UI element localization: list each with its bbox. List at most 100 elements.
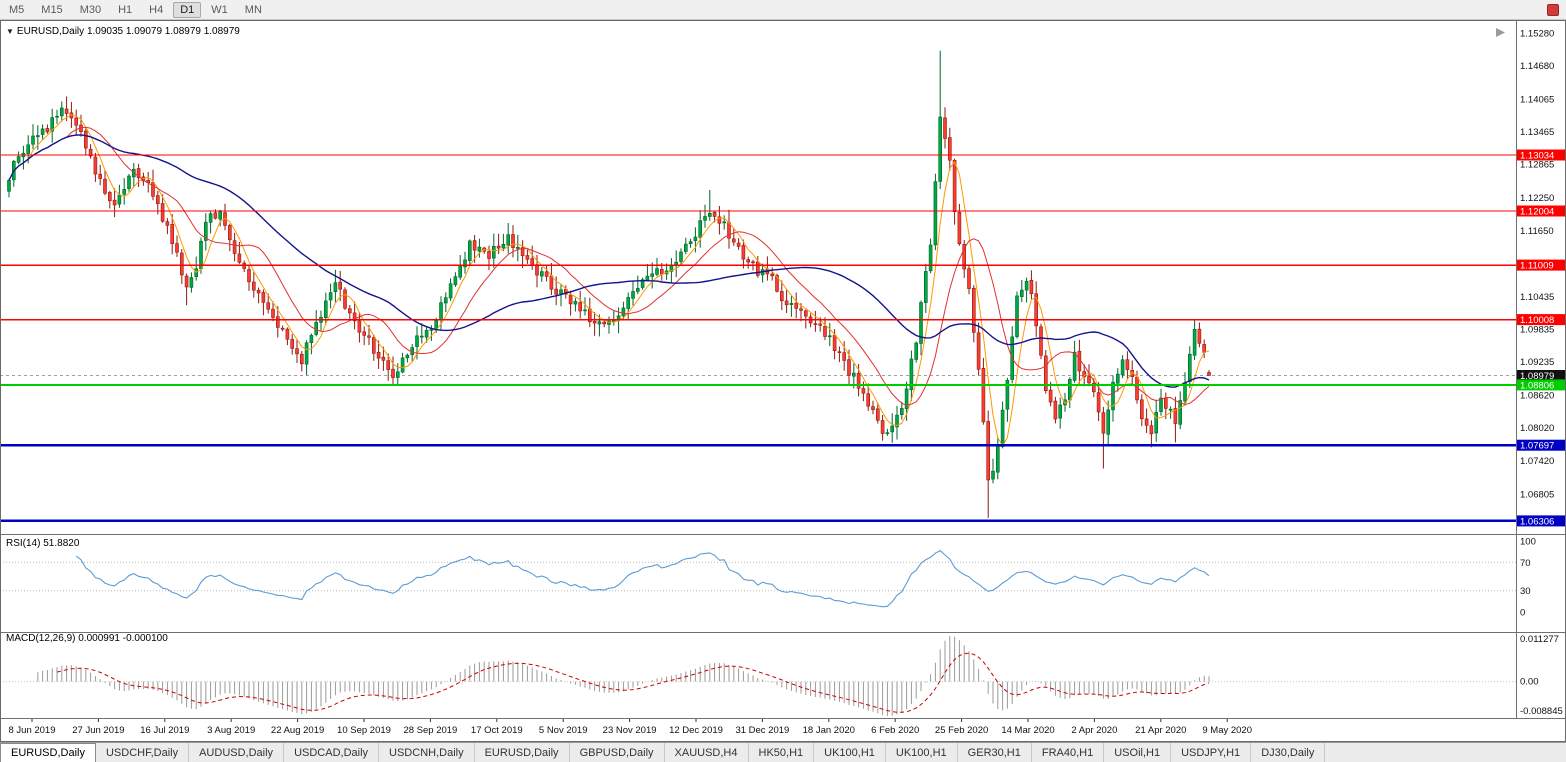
rsi-pane xyxy=(0,549,1516,608)
macd-axis: 0.011277 0.00 -0.008845 xyxy=(1520,634,1563,717)
svg-text:1.10435: 1.10435 xyxy=(1520,292,1554,303)
timeframe-toolbar: M5 M15 M30 H1 H4 D1 W1 MN xyxy=(0,0,1566,20)
svg-text:1.13034: 1.13034 xyxy=(1520,151,1554,162)
svg-text:30: 30 xyxy=(1520,586,1531,597)
price-chart-surface[interactable]: 0.011277 0.00 -0.008845 1.15280 1.14680 1.140… xyxy=(0,20,1566,742)
timeframe-h4[interactable]: H4 xyxy=(149,3,164,16)
svg-text:1.15280: 1.15280 xyxy=(1520,28,1554,39)
svg-text:21 Apr 2020: 21 Apr 2020 xyxy=(1135,725,1186,736)
rsi-name: RSI(14) xyxy=(6,538,41,549)
rsi-current-value: 51.8820 xyxy=(43,538,80,549)
chart-tab-usoil-h1[interactable]: USOil,H1 xyxy=(1104,743,1172,762)
svg-text:23 Nov 2019: 23 Nov 2019 xyxy=(603,725,657,736)
chart-tab-usdchf-daily[interactable]: USDCHF,Daily xyxy=(95,743,190,762)
svg-text:17 Oct 2019: 17 Oct 2019 xyxy=(471,725,523,736)
chart-tab-fra40-h1[interactable]: FRA40,H1 xyxy=(1031,743,1105,762)
time-axis: 8 Jun 2019 27 Jun 2019 16 Jul 2019 3 Aug 20… xyxy=(8,719,1252,736)
svg-text:1.06306: 1.06306 xyxy=(1520,516,1554,527)
svg-text:1.13465: 1.13465 xyxy=(1520,127,1554,138)
timeframe-m30[interactable]: M30 xyxy=(79,3,102,16)
svg-text:1.14065: 1.14065 xyxy=(1520,95,1554,106)
chart-tab-gbpusd-daily[interactable]: GBPUSD,Daily xyxy=(569,743,665,762)
macd-indicator-label: MACD(12,26,9) 0.000991 -0.000100 xyxy=(6,633,168,644)
svg-text:1.07697: 1.07697 xyxy=(1520,441,1554,452)
svg-text:27 Jun 2019: 27 Jun 2019 xyxy=(72,725,124,736)
chart-tab-audusd-daily[interactable]: AUDUSD,Daily xyxy=(189,743,285,762)
toolbar-corner-icon[interactable] xyxy=(1547,4,1559,16)
chart-tab-eurusd-daily[interactable]: EURUSD,Daily xyxy=(0,743,96,762)
chart-ohlc-values: 1.09035 1.09079 1.08979 1.08979 xyxy=(86,26,240,37)
candles-layer xyxy=(7,50,1211,518)
rsi-axis: 100 70 30 0 xyxy=(1520,537,1536,619)
svg-text:1.10008: 1.10008 xyxy=(1520,315,1554,326)
timeframe-m5[interactable]: M5 xyxy=(9,3,25,16)
svg-text:1.08020: 1.08020 xyxy=(1520,423,1554,434)
chart-symbol-header: ▼ EURUSD,Daily 1.09035 1.09079 1.08979 1.… xyxy=(6,26,240,37)
svg-text:1.12004: 1.12004 xyxy=(1520,207,1554,218)
chart-tab-usdcad-daily[interactable]: USDCAD,Daily xyxy=(284,743,380,762)
chart-tab-xauusd-h4[interactable]: XAUUSD,H4 xyxy=(664,743,749,762)
chart-tab-bar: EURUSD,Daily USDCHF,Daily AUDUSD,Daily USDC… xyxy=(0,742,1566,762)
price-axis: 1.15280 1.14680 1.14065 1.13465 1.12865 1.122… xyxy=(1517,28,1565,527)
svg-text:22 Aug 2019: 22 Aug 2019 xyxy=(271,725,324,736)
svg-text:6 Feb 2020: 6 Feb 2020 xyxy=(871,725,919,736)
macd-current-values: 0.000991 -0.000100 xyxy=(78,633,168,644)
svg-text:12 Dec 2019: 12 Dec 2019 xyxy=(669,725,723,736)
chart-tab-usdcnh-daily[interactable]: USDCNH,Daily xyxy=(379,743,475,762)
svg-text:-0.008845: -0.008845 xyxy=(1520,706,1563,717)
timeframe-d1[interactable]: D1 xyxy=(173,1,202,18)
level-lines xyxy=(0,154,1516,523)
moving-average-lines xyxy=(8,114,1210,447)
chart-tab-eurusd-daily[interactable]: EURUSD,Daily xyxy=(474,743,570,762)
svg-text:0.00: 0.00 xyxy=(1520,677,1539,688)
chart-tab-usdjpy-h1[interactable]: USDJPY,H1 xyxy=(1171,743,1252,762)
chart-tab-dj30-daily[interactable]: DJ30,Daily xyxy=(1251,743,1326,762)
svg-text:25 Feb 2020: 25 Feb 2020 xyxy=(935,725,988,736)
svg-text:0.011277: 0.011277 xyxy=(1520,634,1559,645)
chart-dropdown-icon[interactable]: ▼ xyxy=(6,27,14,36)
chart-tab-uk100-h1[interactable]: UK100,H1 xyxy=(814,743,886,762)
svg-text:1.08806: 1.08806 xyxy=(1520,380,1554,391)
svg-text:1.11009: 1.11009 xyxy=(1520,261,1554,272)
timeframe-m15[interactable]: M15 xyxy=(41,3,63,16)
svg-text:14 Mar 2020: 14 Mar 2020 xyxy=(1001,725,1054,736)
svg-text:1.09235: 1.09235 xyxy=(1520,357,1554,368)
svg-text:1.06805: 1.06805 xyxy=(1520,489,1554,500)
svg-text:16 Jul 2019: 16 Jul 2019 xyxy=(140,725,189,736)
chart-tab-uk100-h1[interactable]: UK100,H1 xyxy=(885,743,958,762)
chart-window: 0.011277 0.00 -0.008845 1.15280 1.14680 1.140… xyxy=(0,20,1566,742)
svg-text:1.07420: 1.07420 xyxy=(1520,456,1554,467)
timeframe-h1[interactable]: H1 xyxy=(118,3,133,16)
macd-name: MACD(12,26,9) xyxy=(6,633,76,644)
svg-text:9 May 2020: 9 May 2020 xyxy=(1202,725,1252,736)
chart-symbol-label: EURUSD,Daily xyxy=(16,26,85,37)
rsi-indicator-label: RSI(14) 51.8820 xyxy=(6,538,79,549)
svg-text:70: 70 xyxy=(1520,558,1531,569)
svg-text:1.14680: 1.14680 xyxy=(1520,61,1554,72)
timeframe-button-group: M5 M15 M30 H1 H4 D1 W1 MN xyxy=(2,1,269,18)
svg-text:1.08979: 1.08979 xyxy=(1520,371,1554,382)
svg-text:1.09835: 1.09835 xyxy=(1520,325,1554,336)
chart-tab-ger30-h1[interactable]: GER30,H1 xyxy=(957,743,1032,762)
pane-separators xyxy=(0,20,1566,742)
chart-shift-marker xyxy=(1496,28,1505,37)
svg-text:28 Sep 2019: 28 Sep 2019 xyxy=(403,725,457,736)
svg-text:100: 100 xyxy=(1520,537,1536,548)
svg-text:1.12250: 1.12250 xyxy=(1520,193,1554,204)
svg-text:1.08620: 1.08620 xyxy=(1520,391,1554,402)
timeframe-w1[interactable]: W1 xyxy=(211,3,228,16)
svg-text:2 Apr 2020: 2 Apr 2020 xyxy=(1071,725,1117,736)
svg-text:10 Sep 2019: 10 Sep 2019 xyxy=(337,725,391,736)
svg-text:0: 0 xyxy=(1520,608,1525,619)
svg-text:8 Jun 2019: 8 Jun 2019 xyxy=(8,725,55,736)
svg-text:1.12865: 1.12865 xyxy=(1520,160,1554,171)
chart-tab-hk50-h1[interactable]: HK50,H1 xyxy=(748,743,815,762)
svg-text:1.11650: 1.11650 xyxy=(1520,226,1554,237)
svg-text:18 Jan 2020: 18 Jan 2020 xyxy=(803,725,855,736)
svg-text:31 Dec 2019: 31 Dec 2019 xyxy=(735,725,789,736)
macd-pane xyxy=(0,636,1516,716)
timeframe-mn[interactable]: MN xyxy=(244,3,262,16)
svg-text:5 Nov 2019: 5 Nov 2019 xyxy=(539,725,588,736)
svg-text:3 Aug 2019: 3 Aug 2019 xyxy=(207,725,255,736)
